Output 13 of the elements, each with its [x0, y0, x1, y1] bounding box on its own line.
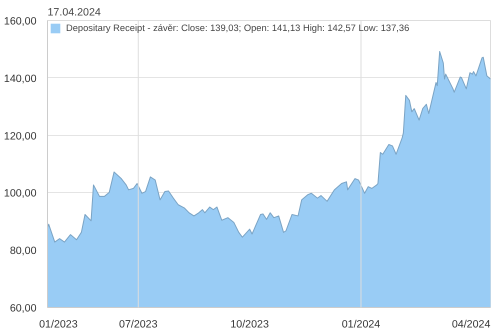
x-tick-label: 04/2024 — [452, 318, 490, 330]
y-tick-label: 120,00 — [4, 130, 37, 142]
y-tick-label: 160,00 — [4, 16, 37, 28]
x-tick-label: 07/2023 — [119, 318, 158, 330]
x-tick-label: 10/2023 — [230, 318, 269, 330]
x-tick-label: 01/2024 — [342, 318, 380, 330]
y-tick-label: 100,00 — [4, 188, 37, 200]
y-tick-label: 60,00 — [10, 302, 37, 314]
legend-label: Depositary Receipt - závěr: Close: 139,03; Open: 141,13 High: 142,57 Low: 137,36 — [66, 23, 410, 33]
x-tick-label: 01/2023 — [39, 318, 78, 330]
y-tick-label: 140,00 — [4, 72, 37, 85]
chart-title: 17.04.2024 — [48, 6, 101, 18]
y-tick-label: 80,00 — [10, 245, 37, 258]
